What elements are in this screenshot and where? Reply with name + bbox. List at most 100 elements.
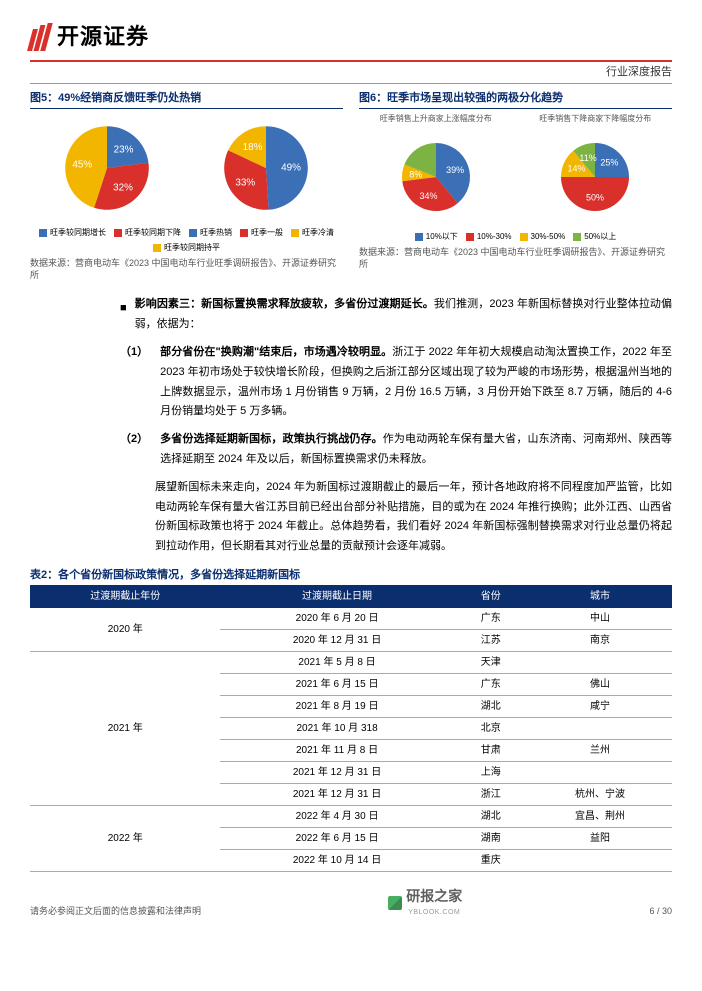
table-row: 2020 年2020 年 6 月 20 日广东中山 bbox=[30, 608, 672, 630]
svg-text:18%: 18% bbox=[243, 142, 263, 153]
table-cell: 2021 年 5 月 8 日 bbox=[220, 652, 453, 674]
page-header: 开源证券 bbox=[30, 20, 672, 58]
svg-text:23%: 23% bbox=[113, 144, 133, 155]
table-cell: 2021 年 10 月 318 bbox=[220, 718, 453, 740]
fig6-pie2: 旺季销售下降商家下降幅度分布 25% 50% 14%11% bbox=[539, 113, 651, 227]
legend-item: 30%-50% bbox=[520, 231, 566, 243]
para1-text: 部分省份在"换购潮"结束后，市场遇冷较明显。浙江于 2022 年年初大规模启动淘… bbox=[160, 343, 672, 422]
table-cell: 2021 年 11 月 8 日 bbox=[220, 740, 453, 762]
table-cell: 广东 bbox=[454, 608, 528, 630]
bullet-icon: ■ bbox=[120, 299, 127, 335]
para3-text: 展望新国标未来走向，2024 年为新国标过渡期截止的最后一年，预计各地政府将不同… bbox=[155, 478, 672, 557]
table-cell bbox=[528, 652, 672, 674]
svg-text:8%: 8% bbox=[409, 169, 422, 179]
fig6-pie1: 旺季销售上升商家上涨幅度分布 39% 34% 8% bbox=[380, 113, 492, 227]
year-cell: 2021 年 bbox=[30, 652, 220, 806]
table-cell: 甘肃 bbox=[454, 740, 528, 762]
svg-text:45%: 45% bbox=[72, 159, 92, 170]
legend-item: 10%-30% bbox=[466, 231, 512, 243]
legend-item: 旺季较同期下降 bbox=[114, 227, 181, 239]
table-header-cell: 过渡期截止日期 bbox=[220, 585, 453, 608]
svg-text:49%: 49% bbox=[281, 163, 301, 174]
watermark-sub: YBLOOK.COM bbox=[406, 908, 462, 919]
table-cell: 湖南 bbox=[454, 828, 528, 850]
fig5-pie1: 23% 32% 45% bbox=[52, 113, 162, 223]
svg-text:50%: 50% bbox=[586, 192, 604, 202]
figure-6: 图6：旺季市场呈现出较强的两极分化趋势 旺季销售上升商家上涨幅度分布 39% 34… bbox=[359, 90, 672, 282]
table-cell: 重庆 bbox=[454, 850, 528, 872]
table-cell: 浙江 bbox=[454, 784, 528, 806]
para2-text: 多省份选择延期新国标，政策执行挑战仍存。作为电动两轮车保有量大省，山东济南、河南… bbox=[160, 430, 672, 470]
year-cell: 2022 年 bbox=[30, 806, 220, 872]
table-cell: 2020 年 12 月 31 日 bbox=[220, 630, 453, 652]
policy-table: 过渡期截止年份过渡期截止日期省份城市 2020 年2020 年 6 月 20 日… bbox=[30, 585, 672, 872]
table-cell: 2021 年 8 月 19 日 bbox=[220, 696, 453, 718]
svg-text:14%: 14% bbox=[568, 163, 586, 173]
legend-item: 旺季一般 bbox=[240, 227, 283, 239]
table-cell: 2021 年 12 月 31 日 bbox=[220, 784, 453, 806]
fig5-source: 数据来源：营商电动车《2023 中国电动车行业旺季调研报告》、开源证券研究所 bbox=[30, 258, 343, 281]
table-cell: 湖北 bbox=[454, 806, 528, 828]
legend-item: 旺季冷清 bbox=[291, 227, 334, 239]
svg-text:25%: 25% bbox=[601, 158, 619, 168]
table-header-cell: 省份 bbox=[454, 585, 528, 608]
legend-item: 旺季热销 bbox=[189, 227, 232, 239]
logo-icon bbox=[30, 23, 49, 51]
figure-5: 图5：49%经销商反馈旺季仍处热销 23% 32% 45% 49% 33% 18% 旺季… bbox=[30, 90, 343, 282]
divider-red bbox=[30, 60, 672, 62]
table-cell bbox=[528, 718, 672, 740]
watermark-text: 研报之家 bbox=[406, 888, 462, 904]
svg-text:32%: 32% bbox=[113, 183, 133, 194]
svg-text:34%: 34% bbox=[419, 191, 437, 201]
table-row: 2022 年2022 年 4 月 30 日湖北宜昌、荆州 bbox=[30, 806, 672, 828]
page-footer: 请务必参阅正文后面的信息披露和法律声明 研报之家 YBLOOK.COM 6 / … bbox=[30, 886, 672, 919]
table-cell: 2022 年 10 月 14 日 bbox=[220, 850, 453, 872]
table-cell: 2021 年 12 月 31 日 bbox=[220, 762, 453, 784]
watermark-logo: 研报之家 YBLOOK.COM bbox=[388, 886, 462, 919]
legend-item: 10%以下 bbox=[415, 231, 458, 243]
legend-item: 旺季较同期持平 bbox=[153, 242, 220, 254]
svg-text:33%: 33% bbox=[236, 177, 256, 188]
doc-type: 行业深度报告 bbox=[30, 64, 672, 81]
table2-title: 表2：各个省份新国标政策情况，多省份选择延期新国标 bbox=[30, 567, 672, 584]
bullet-text: 影响因素三：新国标置换需求释放疲软，多省份过渡期延长。我们推测，2023 年新国… bbox=[135, 295, 672, 335]
table-cell: 南京 bbox=[528, 630, 672, 652]
fig5-pie2: 49% 33% 18% bbox=[211, 113, 321, 223]
table-cell bbox=[528, 850, 672, 872]
table-cell: 杭州、宁波 bbox=[528, 784, 672, 806]
fig6-title: 图6：旺季市场呈现出较强的两极分化趋势 bbox=[359, 90, 672, 110]
fig6-pie1-caption: 旺季销售上升商家上涨幅度分布 bbox=[380, 113, 492, 125]
svg-text:11%: 11% bbox=[580, 153, 597, 163]
table-cell: 2022 年 4 月 30 日 bbox=[220, 806, 453, 828]
table-cell: 宜昌、荆州 bbox=[528, 806, 672, 828]
legend-item: 旺季较同期增长 bbox=[39, 227, 106, 239]
divider-thin bbox=[30, 83, 672, 84]
table-row: 2021 年2021 年 5 月 8 日天津 bbox=[30, 652, 672, 674]
year-cell: 2020 年 bbox=[30, 608, 220, 652]
fig6-legend: 10%以下 10%-30% 30%-50% 50%以上 bbox=[359, 231, 672, 243]
table-cell: 北京 bbox=[454, 718, 528, 740]
table-cell: 天津 bbox=[454, 652, 528, 674]
table-cell: 2022 年 6 月 15 日 bbox=[220, 828, 453, 850]
fig6-pie2-caption: 旺季销售下降商家下降幅度分布 bbox=[539, 113, 651, 125]
table-cell: 佛山 bbox=[528, 674, 672, 696]
table-cell: 湖北 bbox=[454, 696, 528, 718]
para1-number: （1） bbox=[120, 343, 148, 422]
body-text: ■ 影响因素三：新国标置换需求释放疲软，多省份过渡期延长。我们推测，2023 年… bbox=[30, 295, 672, 557]
fig5-legend: 旺季较同期增长旺季较同期下降旺季热销旺季一般旺季冷清旺季较同期持平 bbox=[30, 227, 343, 254]
table-header-cell: 过渡期截止年份 bbox=[30, 585, 220, 608]
table-cell: 2021 年 6 月 15 日 bbox=[220, 674, 453, 696]
svg-text:39%: 39% bbox=[446, 165, 464, 175]
table-cell: 广东 bbox=[454, 674, 528, 696]
table-cell: 2020 年 6 月 20 日 bbox=[220, 608, 453, 630]
disclaimer-text: 请务必参阅正文后面的信息披露和法律声明 bbox=[30, 905, 201, 919]
table-cell: 上海 bbox=[454, 762, 528, 784]
fig5-title: 图5：49%经销商反馈旺季仍处热销 bbox=[30, 90, 343, 110]
watermark-icon bbox=[388, 896, 402, 910]
table-cell bbox=[528, 762, 672, 784]
table-cell: 咸宁 bbox=[528, 696, 672, 718]
page-number: 6 / 30 bbox=[649, 905, 672, 919]
table-header-cell: 城市 bbox=[528, 585, 672, 608]
table-cell: 益阳 bbox=[528, 828, 672, 850]
legend-item: 50%以上 bbox=[573, 231, 616, 243]
